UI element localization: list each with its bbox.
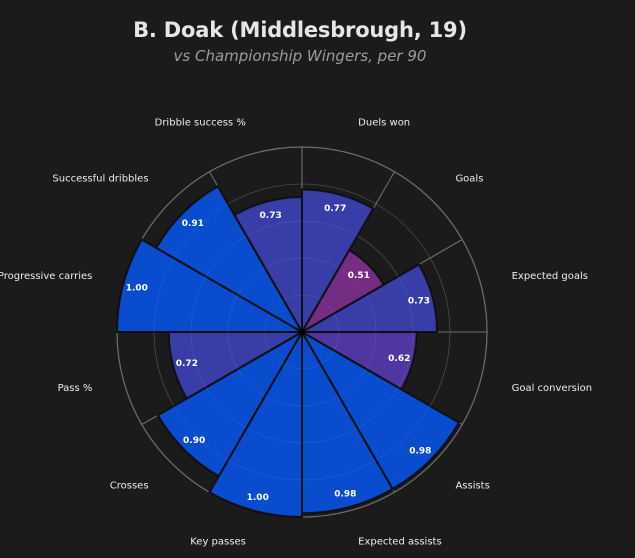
bar-12 bbox=[233, 195, 303, 336]
bar-3 bbox=[298, 263, 439, 333]
value-label: 0.98 bbox=[409, 446, 431, 456]
value-label: 1.00 bbox=[247, 493, 269, 503]
value-label: 0.73 bbox=[260, 211, 282, 221]
bar-7 bbox=[208, 328, 303, 519]
bar-5 bbox=[299, 329, 461, 491]
axis-label: Crosses bbox=[110, 480, 149, 491]
axis-label: Goal conversion bbox=[512, 383, 593, 394]
center-dot bbox=[299, 329, 305, 335]
grid-ring-overlay bbox=[153, 183, 451, 481]
value-label: 0.91 bbox=[182, 219, 204, 229]
value-labels: 0.77 0.51 0.73 0.62 0.98 0.98 1.00 0.90 0.72 1.00… bbox=[126, 204, 432, 503]
axis-label: Dribble success % bbox=[155, 117, 246, 128]
value-label: 0.98 bbox=[334, 490, 356, 500]
bar-11 bbox=[154, 184, 305, 335]
bars bbox=[115, 183, 461, 519]
axis-label: Progressive carries bbox=[0, 271, 92, 282]
axis-label: Expected assists bbox=[358, 537, 442, 548]
value-label: 0.51 bbox=[348, 271, 370, 281]
grid-ring-overlay bbox=[190, 220, 414, 444]
bar-10 bbox=[115, 238, 306, 333]
grid-ring-overlay bbox=[227, 257, 377, 407]
axis-label: Successful dribbles bbox=[52, 174, 148, 185]
value-label: 0.72 bbox=[176, 359, 198, 369]
value-label: 0.73 bbox=[408, 297, 430, 307]
value-label: 0.77 bbox=[324, 204, 346, 214]
chart-title: B. Doak (Middlesbrough, 19) bbox=[133, 18, 467, 42]
bar-6 bbox=[301, 328, 395, 515]
axis-label: Key passes bbox=[190, 537, 246, 548]
chart-subtitle: vs Championship Wingers, per 90 bbox=[173, 47, 427, 65]
axis-label: Expected goals bbox=[512, 271, 588, 282]
category-labels: Duels won Goals Expected goals Goal convers… bbox=[0, 117, 592, 547]
value-label: 1.00 bbox=[126, 284, 148, 294]
value-label: 0.90 bbox=[183, 436, 205, 446]
grid-ring-overlay bbox=[264, 294, 340, 370]
axis-label: Pass % bbox=[58, 383, 93, 394]
bar-1 bbox=[301, 188, 375, 336]
bar-8 bbox=[156, 329, 305, 478]
axis-label: Duels won bbox=[358, 117, 410, 128]
value-label: 0.62 bbox=[388, 354, 410, 364]
axis-label: Goals bbox=[455, 174, 483, 185]
axis-label: Assists bbox=[455, 480, 489, 491]
